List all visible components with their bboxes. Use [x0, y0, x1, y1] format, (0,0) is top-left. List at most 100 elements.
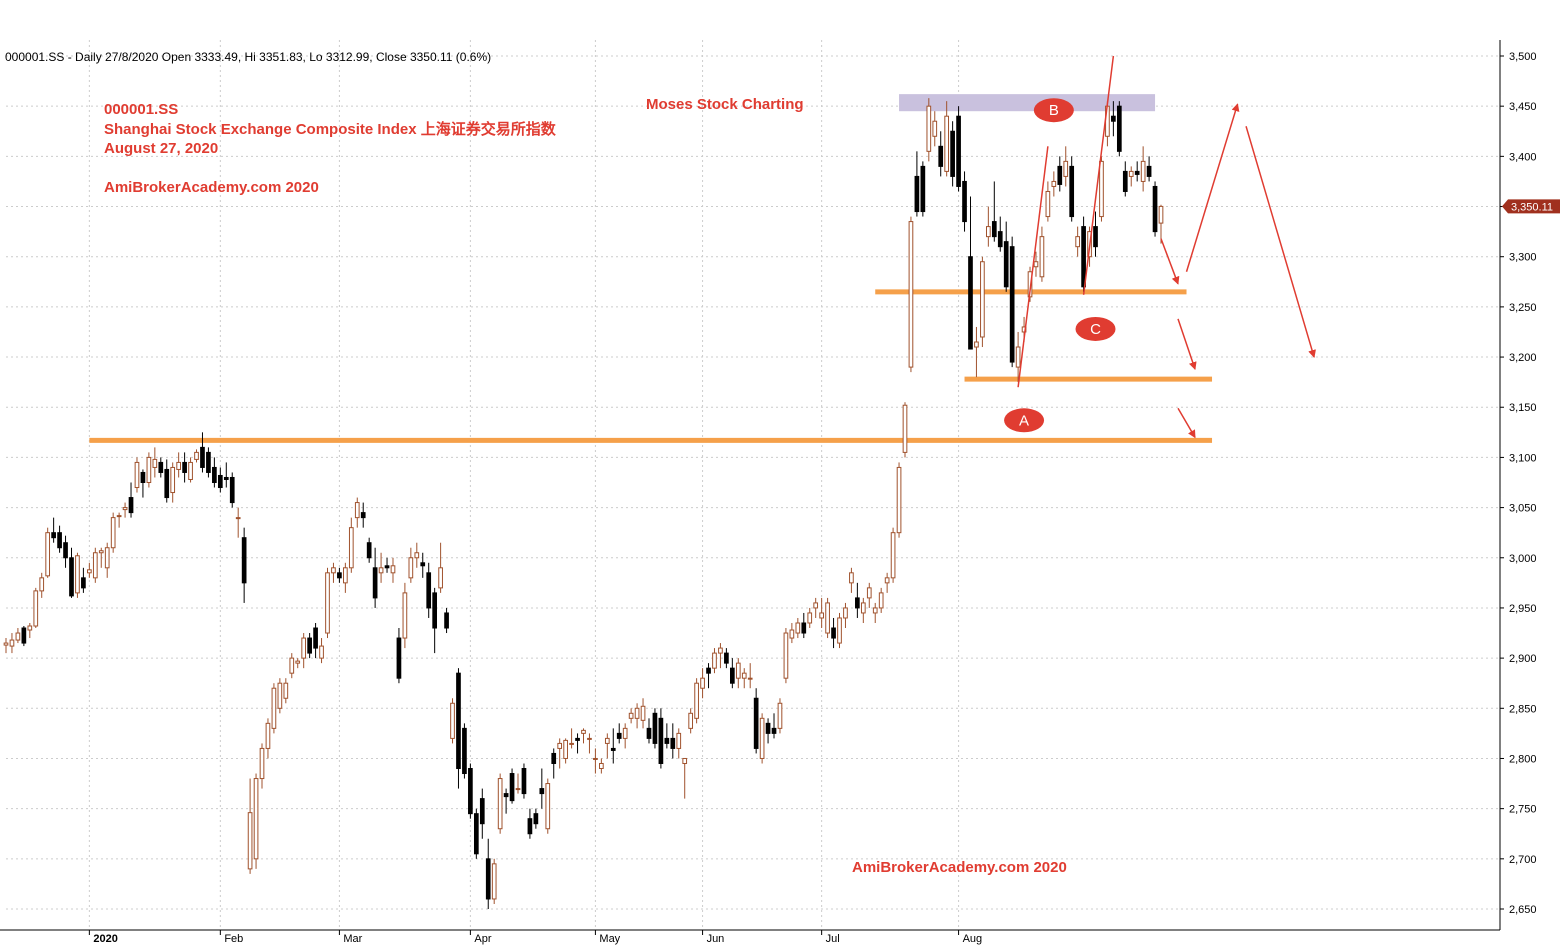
down-candle	[51, 517, 56, 543]
down-candle	[575, 733, 580, 754]
down-candle	[63, 535, 68, 568]
candle-body	[825, 602, 830, 634]
candle-body	[706, 667, 711, 674]
candle-body	[765, 722, 771, 734]
candle-body	[1015, 346, 1021, 368]
candle-body	[408, 557, 414, 579]
up-candle	[87, 562, 92, 578]
y-tick-label: 3,400	[1509, 151, 1537, 163]
up-candle	[974, 326, 979, 378]
up-candle	[676, 728, 682, 759]
marker-text: C	[1090, 321, 1101, 338]
up-candle	[932, 111, 938, 147]
candle-body	[372, 567, 378, 599]
up-candle	[497, 773, 503, 834]
trend-line	[1017, 146, 1049, 388]
up-candle	[944, 101, 950, 177]
up-candle	[348, 517, 354, 573]
up-candle	[247, 778, 253, 874]
up-candle	[265, 718, 271, 759]
candle-body	[604, 737, 610, 744]
candle-body	[98, 550, 104, 554]
candle-body	[700, 677, 705, 689]
candle-body	[950, 130, 955, 177]
up-candle	[402, 582, 408, 649]
candle-body	[980, 261, 985, 338]
down-candle	[396, 628, 402, 684]
down-candle	[313, 622, 318, 659]
up-candle	[694, 678, 699, 724]
candle-body	[176, 461, 182, 470]
candle-body	[104, 547, 110, 569]
candle-body	[253, 778, 259, 860]
up-candle	[110, 512, 116, 553]
candles	[3, 98, 1164, 909]
candle-body	[670, 737, 676, 749]
y-tick-label: 3,500	[1509, 51, 1537, 63]
down-candle	[920, 161, 926, 217]
projection-arrow	[1185, 103, 1240, 272]
candle-body	[509, 773, 515, 802]
down-candle	[206, 447, 211, 478]
axes: 2,650 2,700 2,750 2,800 2,850 2,900 2,950 3,000…	[0, 40, 1560, 945]
up-candle	[837, 612, 842, 649]
candle-body	[158, 461, 164, 473]
down-candle	[212, 457, 217, 488]
up-candle	[587, 733, 592, 754]
down-candle	[307, 633, 312, 659]
candle-body	[87, 569, 92, 574]
candle-body	[747, 677, 753, 680]
y-tick-label: 2,900	[1509, 653, 1537, 665]
down-candle	[485, 838, 491, 909]
up-candle	[849, 567, 854, 593]
down-candle	[539, 768, 545, 809]
up-candle	[9, 633, 15, 654]
up-candle	[563, 738, 568, 764]
y-tick-label: 3,450	[1509, 101, 1537, 113]
candle-body	[551, 752, 557, 764]
down-candle	[223, 462, 229, 488]
candle-body	[343, 567, 348, 584]
x-tick-label: 2020	[93, 933, 117, 945]
up-candle	[908, 216, 914, 373]
candle-body	[1033, 261, 1039, 268]
up-candle	[599, 758, 604, 774]
down-candle	[652, 708, 658, 749]
candle-body	[1039, 236, 1045, 278]
candle-body	[188, 461, 193, 480]
candle-body	[432, 592, 438, 629]
candle-body	[908, 221, 914, 368]
candle-body	[872, 607, 878, 614]
down-candle	[658, 708, 664, 769]
candle-body	[223, 476, 229, 480]
up-candle	[295, 658, 301, 669]
candle-body	[414, 552, 420, 559]
up-candle	[1015, 331, 1021, 383]
candle-body	[1146, 165, 1152, 177]
candle-body	[926, 105, 932, 152]
candle-body	[682, 757, 688, 764]
candle-body	[878, 592, 884, 609]
up-candle	[378, 552, 384, 583]
down-candle	[21, 626, 27, 647]
down-candle	[81, 567, 86, 593]
down-candle	[610, 728, 616, 764]
candle-body	[92, 552, 98, 579]
y-tick-label: 3,250	[1509, 302, 1537, 314]
candle-body	[491, 863, 497, 900]
candle-body	[194, 451, 199, 460]
candle-body	[378, 567, 384, 574]
up-candle	[438, 542, 443, 593]
candle-body	[81, 577, 86, 589]
marker-bubble	[1075, 316, 1116, 341]
candle-body	[212, 466, 217, 483]
up-candle	[515, 773, 521, 794]
down-candle	[456, 668, 461, 789]
up-candle	[783, 628, 789, 684]
down-candle	[1057, 156, 1063, 192]
y-tick-label: 3,300	[1509, 252, 1537, 264]
down-candle	[968, 196, 973, 350]
up-candle	[1045, 181, 1051, 222]
up-candle	[1099, 156, 1104, 222]
